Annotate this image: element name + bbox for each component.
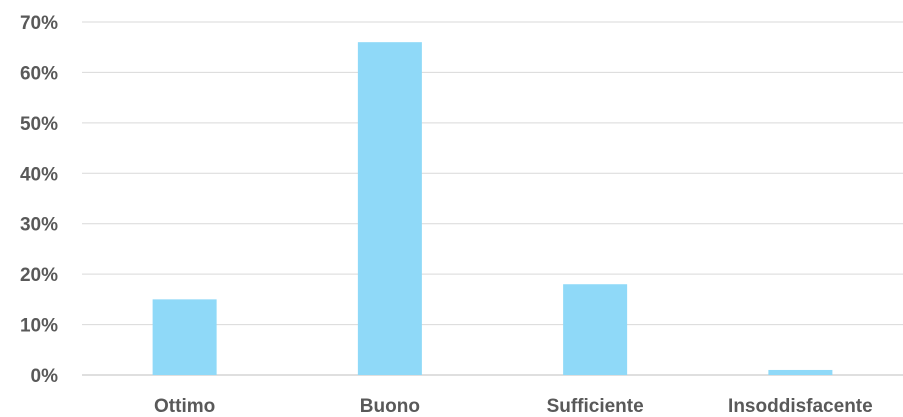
x-tick-label: Ottimo <box>154 396 215 417</box>
bars <box>152 42 833 376</box>
y-tick-label: 50% <box>20 114 58 135</box>
y-tick-label: 60% <box>20 63 58 84</box>
bar-sufficiente <box>563 284 628 375</box>
y-axis-ticks: 0% 10% 20% 30% 40% 50% 60% 70% <box>20 13 58 387</box>
x-axis-ticks: Ottimo Buono Sufficiente Insoddisfacente <box>154 396 873 417</box>
y-tick-label: 20% <box>20 265 58 286</box>
bar-buono <box>357 42 422 376</box>
gridlines <box>82 21 903 376</box>
bar-ottimo <box>152 299 217 375</box>
y-tick-label: 30% <box>20 215 58 236</box>
x-tick-label: Buono <box>360 396 420 417</box>
bar-insoddisfacente <box>768 369 833 375</box>
y-tick-label: 10% <box>20 316 58 337</box>
x-tick-label: Sufficiente <box>547 396 644 417</box>
x-tick-label: Insoddisfacente <box>728 396 873 417</box>
y-tick-label: 40% <box>20 164 58 185</box>
y-tick-label: 70% <box>20 13 58 34</box>
y-tick-label: 0% <box>31 366 59 387</box>
